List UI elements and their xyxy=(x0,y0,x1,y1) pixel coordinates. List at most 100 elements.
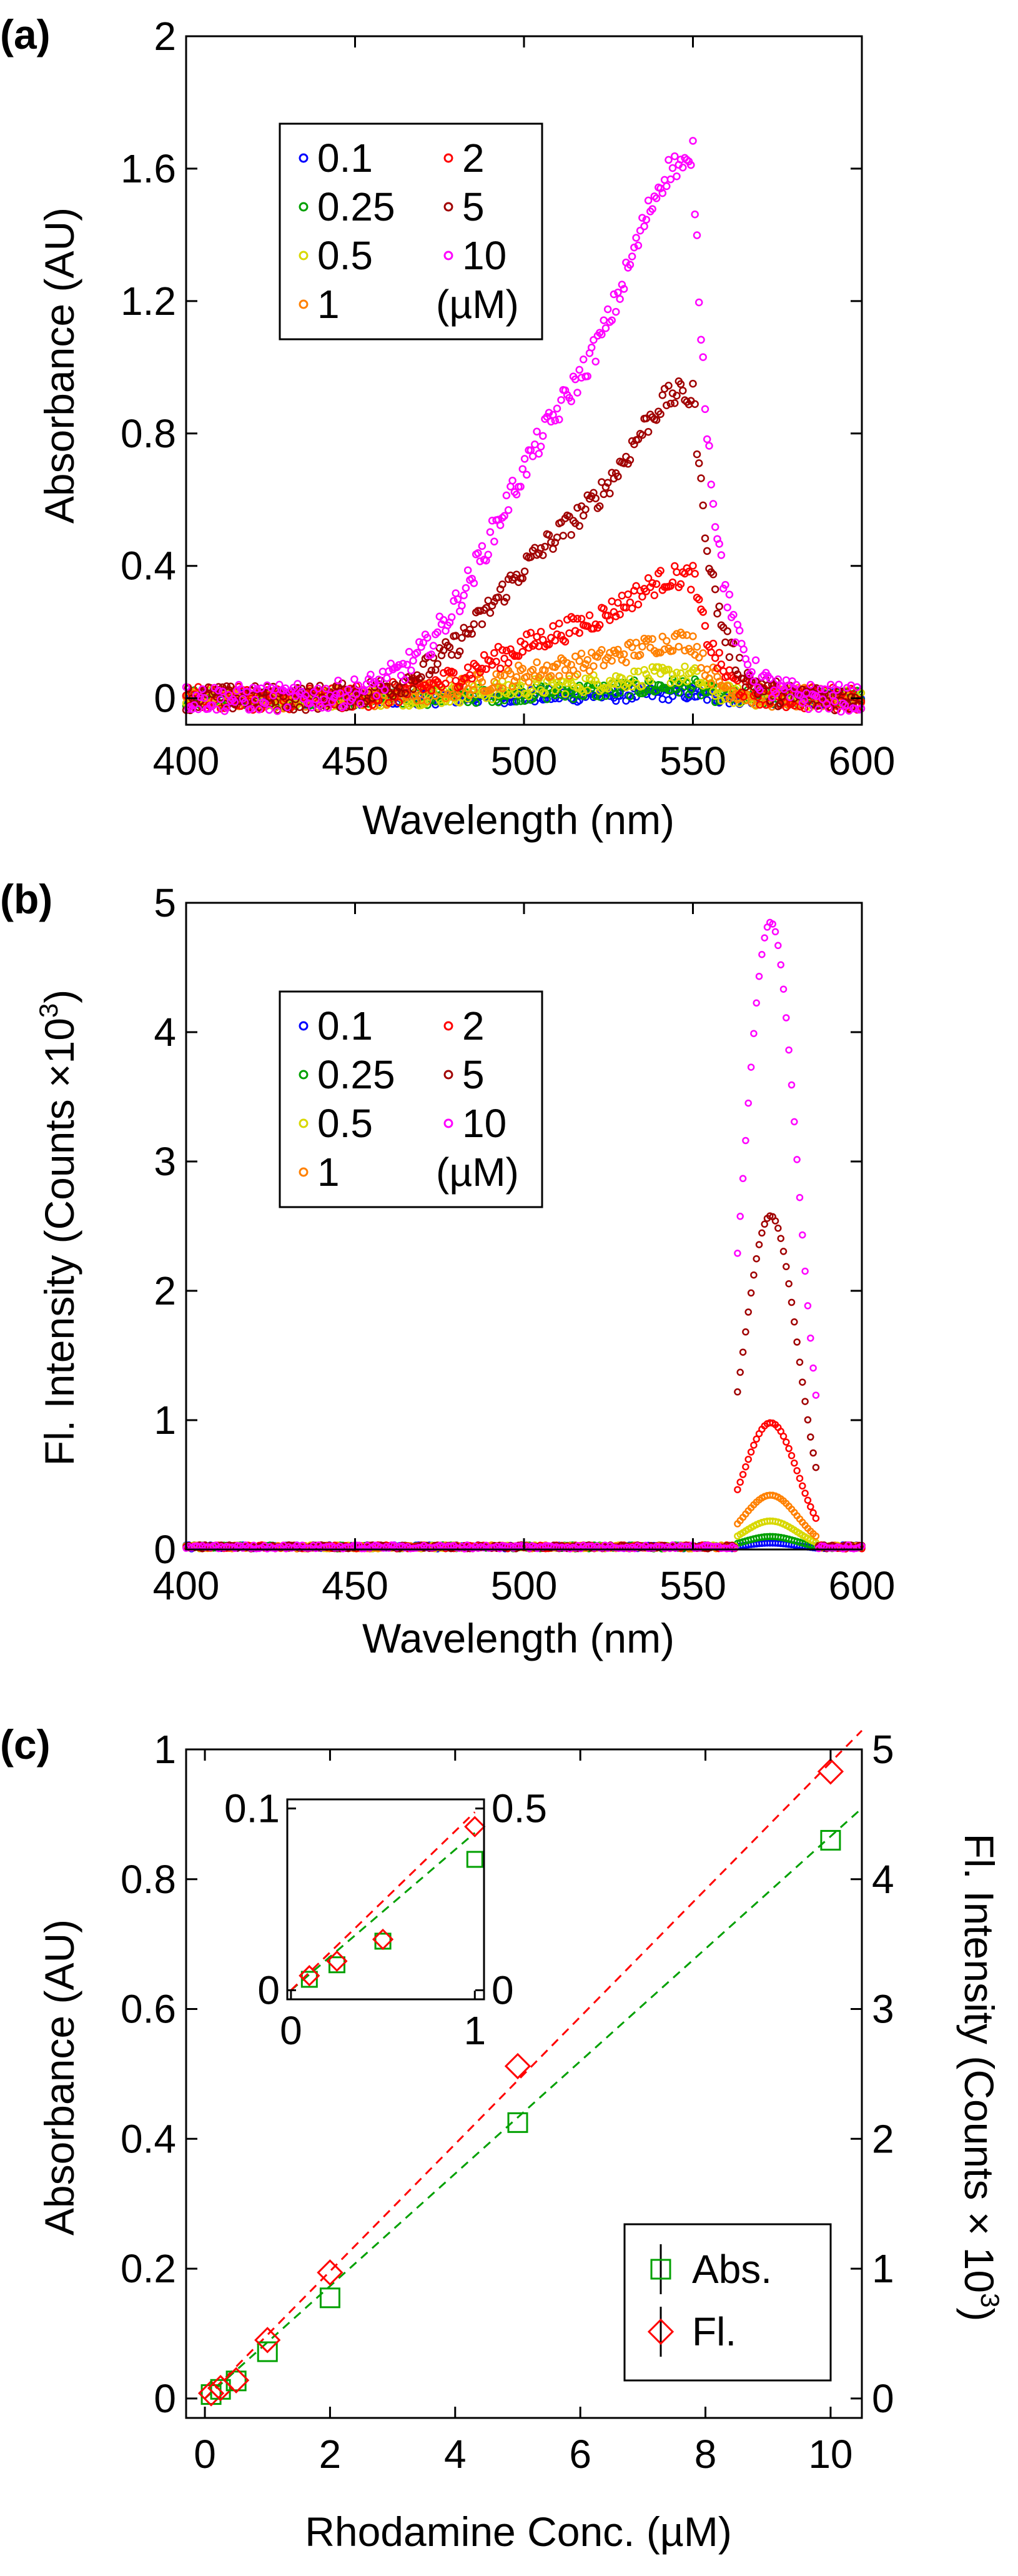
data-point xyxy=(679,631,687,639)
data-point xyxy=(600,605,608,613)
data-point xyxy=(518,465,527,473)
data-point xyxy=(638,592,646,601)
data-point xyxy=(583,656,591,664)
data-point xyxy=(735,627,744,635)
data-point xyxy=(713,664,721,672)
panel-c-inset: 0 100.100.5 xyxy=(224,1786,547,2053)
data-point xyxy=(642,670,651,679)
data-point xyxy=(516,681,525,690)
data-point xyxy=(601,324,610,332)
panel-b-x-tick-label: 550 xyxy=(660,1563,726,1608)
data-point xyxy=(608,597,616,605)
data-point xyxy=(801,1489,809,1497)
data-point xyxy=(733,670,742,679)
data-point xyxy=(759,687,768,695)
data-point xyxy=(545,640,553,649)
data-point xyxy=(561,666,570,674)
data-point xyxy=(515,652,523,660)
data-point xyxy=(772,677,780,685)
data-point xyxy=(577,615,586,623)
data-point xyxy=(407,700,415,709)
panel-b-label: (b) xyxy=(0,876,52,922)
data-point xyxy=(423,697,432,705)
data-point xyxy=(486,528,495,536)
data-point xyxy=(442,679,450,688)
data-point xyxy=(405,702,413,710)
data-point xyxy=(508,476,516,485)
data-point xyxy=(549,679,557,687)
data-point xyxy=(742,1136,749,1145)
data-point xyxy=(628,252,636,261)
data-point xyxy=(618,592,626,600)
data-point xyxy=(480,651,488,659)
data-point xyxy=(581,505,590,514)
data-point xyxy=(591,357,600,366)
panel-c-y2-tick-label: 3 xyxy=(872,1987,894,2032)
data-point xyxy=(616,689,624,697)
data-point xyxy=(707,480,715,489)
data-point xyxy=(701,405,709,414)
panel-b-y-axis-label-main: Fl. Intensity (Counts ×10 xyxy=(36,1018,82,1466)
data-point xyxy=(673,172,681,181)
data-point xyxy=(738,689,746,697)
data-point xyxy=(717,697,726,705)
data-point xyxy=(480,606,488,614)
data-point xyxy=(393,687,401,695)
data-point xyxy=(567,530,575,539)
panel-c-right-y-axis-label: Fl. Intensity (Counts × 103) xyxy=(956,1834,1005,2322)
data-point xyxy=(557,395,565,404)
data-point xyxy=(585,611,594,620)
data-point xyxy=(472,699,480,707)
data-point xyxy=(742,1463,749,1471)
data-point xyxy=(385,699,393,707)
panel-c-x-tick-label: 4 xyxy=(444,2432,467,2477)
data-point xyxy=(555,415,563,424)
data-point xyxy=(565,672,573,680)
data-point xyxy=(259,689,267,697)
data-point xyxy=(693,642,701,651)
panel-a-plot-area xyxy=(182,137,866,716)
data-point xyxy=(648,579,656,587)
data-point xyxy=(504,659,513,667)
data-point xyxy=(397,689,405,697)
data-point xyxy=(553,404,561,413)
data-point xyxy=(655,663,663,672)
data-point xyxy=(711,654,719,662)
data-point xyxy=(755,972,763,980)
data-point xyxy=(442,694,450,702)
data-point xyxy=(500,696,508,705)
data-point xyxy=(565,675,573,684)
data-point xyxy=(535,673,543,682)
data-point xyxy=(603,612,612,620)
data-point xyxy=(494,593,503,602)
data-point xyxy=(676,380,685,389)
data-point xyxy=(652,580,661,588)
data-point xyxy=(703,665,711,674)
data-point xyxy=(425,670,433,679)
data-point xyxy=(561,690,570,698)
data-point xyxy=(707,648,715,657)
data-point xyxy=(694,654,703,662)
data-point xyxy=(721,638,729,647)
data-point xyxy=(807,1334,814,1342)
panel-b-legend-unit: (µM) xyxy=(436,1150,519,1195)
data-point xyxy=(526,629,535,637)
data-point xyxy=(492,657,500,666)
data-point xyxy=(575,629,583,637)
data-point xyxy=(611,612,620,620)
data-point xyxy=(628,604,636,612)
panel-a-legend-label: 5 xyxy=(462,184,485,229)
data-point xyxy=(703,695,711,704)
data-point xyxy=(227,682,235,691)
data-point xyxy=(541,689,549,697)
data-point xyxy=(432,692,440,700)
data-point xyxy=(812,1514,820,1522)
data-point xyxy=(693,692,701,700)
data-point xyxy=(652,415,661,424)
data-point xyxy=(744,1308,752,1316)
panel-a-y-tick-label: 0.8 xyxy=(121,411,176,456)
data-point xyxy=(734,1250,741,1257)
data-point xyxy=(788,1081,796,1089)
data-point xyxy=(812,1463,820,1471)
data-point xyxy=(520,455,529,463)
